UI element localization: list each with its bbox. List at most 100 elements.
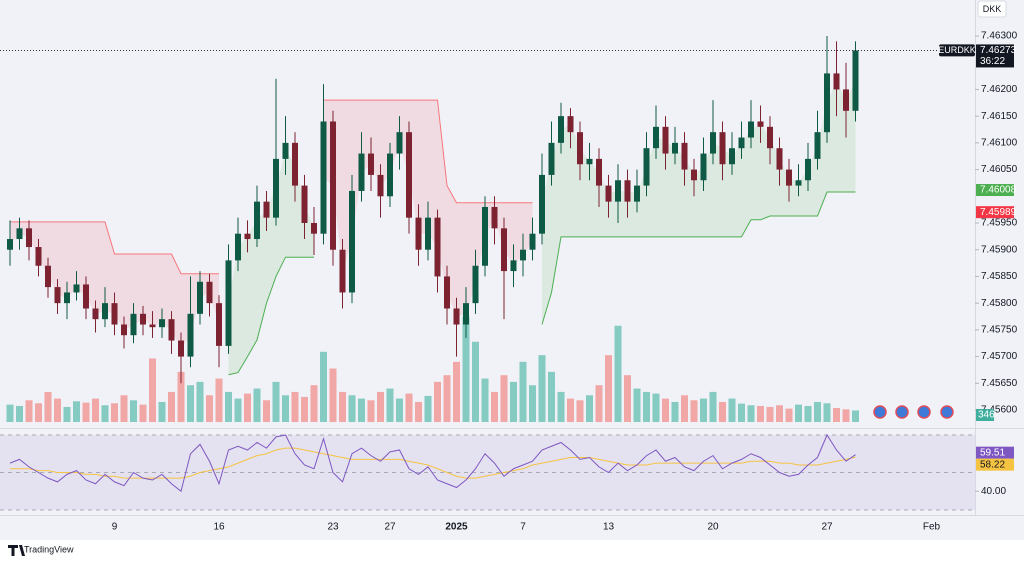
event-icon[interactable]	[873, 405, 887, 419]
volume-label-box	[976, 409, 994, 421]
candle-body	[168, 319, 175, 341]
volume-bar	[310, 385, 318, 422]
volume-bar	[567, 398, 574, 422]
candle-body	[406, 132, 412, 218]
volume-bar	[719, 401, 726, 422]
candle-body	[710, 132, 716, 154]
volume-bar	[681, 395, 688, 422]
volume-bar	[405, 393, 413, 422]
rsi-ma-label-box	[976, 458, 1014, 471]
candle-body	[472, 265, 479, 304]
event-icons[interactable]	[873, 405, 954, 419]
rsi-label-box	[976, 446, 1014, 459]
supertrend-fill	[10, 221, 219, 349]
volume-bar	[443, 375, 451, 422]
volume-bar	[728, 398, 736, 422]
currency: DKK	[983, 4, 1002, 14]
volume-bar	[738, 403, 745, 422]
volume-bar	[301, 396, 308, 422]
x-tick-label: 27	[821, 522, 833, 533]
volume-bar	[367, 400, 375, 422]
candle-body	[311, 223, 317, 234]
supertrend-line	[10, 99, 533, 275]
volume-bar	[73, 401, 80, 422]
y-tick-label: 7.46300	[981, 31, 1018, 42]
rsi-ma-label: 58.22	[980, 459, 1005, 470]
candle-body	[824, 73, 830, 133]
candle-body	[852, 50, 859, 111]
candle-body	[444, 276, 450, 309]
candle-body	[35, 247, 42, 266]
x-tick-label: 23	[327, 522, 339, 533]
y-tick-label: 7.46100	[981, 137, 1018, 148]
supertrend-up-label-box	[976, 184, 1014, 197]
volume-bar	[234, 398, 242, 422]
event-icon[interactable]	[895, 405, 909, 419]
event-icon[interactable]	[917, 405, 931, 419]
volume-bar	[453, 361, 460, 422]
supertrend-fill	[228, 150, 314, 375]
y-tick-label: 7.45700	[981, 351, 1018, 362]
volume-bar	[291, 391, 299, 422]
candle-body	[330, 121, 336, 250]
candle-body	[691, 169, 697, 181]
x-tick-label: Feb	[923, 522, 941, 533]
candle-body	[548, 142, 555, 175]
volume-bar	[320, 351, 327, 422]
candle-body	[567, 116, 574, 133]
candle-body	[738, 137, 745, 149]
y-tick-label: 7.45800	[981, 298, 1018, 309]
candle-body	[396, 132, 403, 154]
volume-bar	[396, 398, 403, 422]
candle-body	[130, 313, 137, 336]
volume-bar	[633, 388, 641, 422]
x-tick-label: 9	[112, 522, 118, 533]
volume-bar	[377, 391, 384, 422]
volume-bar	[63, 406, 71, 422]
candle-body	[577, 132, 583, 165]
event-icon[interactable]	[940, 405, 954, 419]
candle-body	[64, 292, 70, 304]
last-price-box	[976, 44, 1014, 68]
volume-bar	[481, 378, 489, 422]
y-tick-label: 7.45600	[981, 405, 1018, 416]
candle-body	[615, 180, 621, 202]
candle-body	[814, 132, 821, 159]
candle-body	[254, 201, 260, 240]
volume-bar	[196, 381, 204, 422]
candle-body	[178, 340, 184, 357]
candle-body	[282, 142, 289, 159]
volume-bar	[491, 391, 498, 422]
candle-body	[244, 233, 251, 240]
volume-bar	[82, 402, 90, 422]
x-tick-label: 20	[707, 522, 719, 533]
volume-bar	[263, 400, 270, 422]
candle-body	[339, 249, 346, 293]
candle-body	[377, 174, 384, 197]
candle-body	[197, 281, 203, 314]
supertrend-down-label-box	[976, 206, 1014, 219]
symbol-tag-box	[939, 44, 975, 57]
candle-body	[7, 239, 13, 250]
candle-body	[605, 185, 612, 202]
candle-body	[111, 303, 118, 325]
candle-body	[349, 190, 355, 293]
volume-bar	[329, 368, 337, 422]
volume-bar	[35, 403, 42, 422]
volume-bar	[804, 405, 812, 422]
volume-bar	[6, 404, 14, 422]
candle-body	[482, 206, 488, 266]
volume-bar	[272, 381, 280, 422]
volume-bar	[576, 400, 584, 422]
volume-bar	[386, 388, 394, 422]
candle-body	[653, 126, 659, 149]
volume-bar	[823, 403, 831, 422]
volume-bar	[643, 391, 650, 422]
candle-body	[529, 233, 536, 250]
y-tick-label: 7.45950	[981, 218, 1018, 229]
volume-bar	[852, 410, 859, 422]
candle-body	[463, 303, 469, 325]
candle-body	[520, 249, 526, 261]
candle-body	[558, 116, 564, 143]
